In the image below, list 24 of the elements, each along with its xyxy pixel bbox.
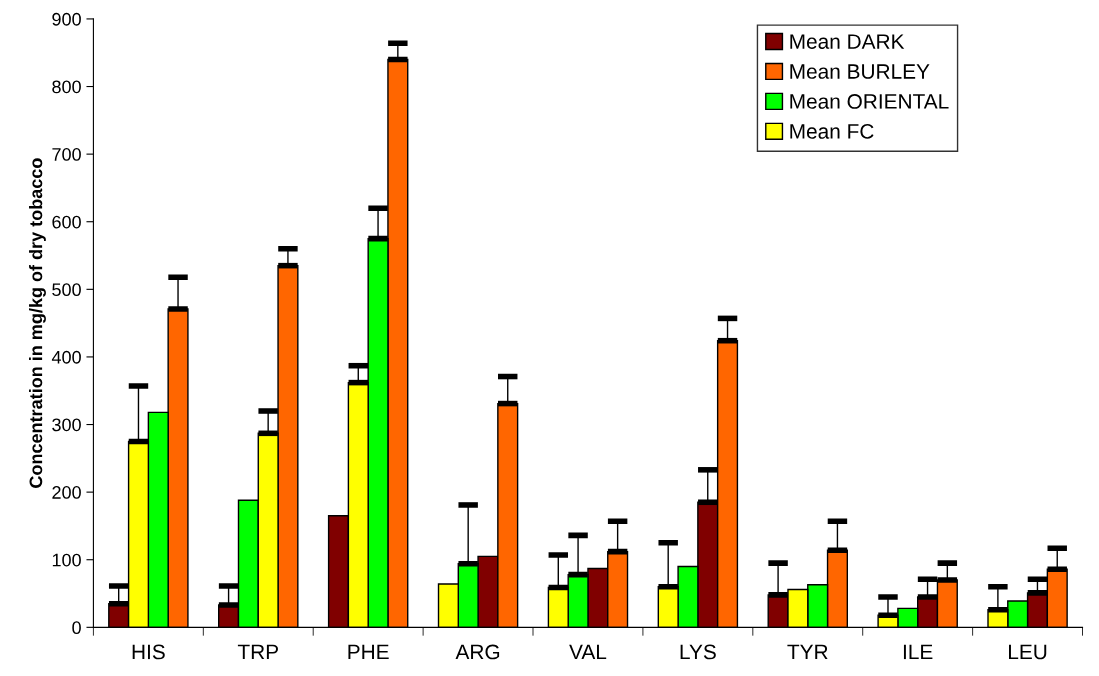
legend-label: Mean FC bbox=[790, 124, 874, 139]
y-tick-label: 600 bbox=[52, 215, 81, 229]
y-axis-title: Concentration in mg/kg of dry tobacco bbox=[29, 158, 46, 488]
y-tick-label: 300 bbox=[52, 418, 81, 432]
y-tick-label: 800 bbox=[52, 80, 81, 94]
y-tick-label: 400 bbox=[51, 350, 81, 364]
x-tick-label: HIS bbox=[132, 644, 165, 660]
x-tick-label: VAL bbox=[569, 644, 607, 660]
y-tick-label: 200 bbox=[52, 486, 81, 499]
y-tick-label: 100 bbox=[52, 553, 81, 567]
y-tick-label: 900 bbox=[52, 12, 81, 26]
x-tick-label: TYR bbox=[787, 644, 828, 660]
x-tick-label: ILE bbox=[903, 644, 933, 660]
legend-label: Mean ORIENTAL bbox=[790, 94, 949, 109]
x-tick-label: TRP bbox=[237, 644, 278, 660]
legend-label: Mean BURLEY bbox=[790, 64, 930, 79]
x-tick-label: LYS bbox=[680, 644, 716, 660]
y-tick-label: 0 bbox=[72, 621, 81, 635]
x-tick-label: ARG bbox=[455, 644, 500, 660]
y-tick-label: 500 bbox=[52, 283, 81, 297]
x-tick-label: PHE bbox=[348, 644, 389, 660]
x-tick-label: LEU bbox=[1009, 644, 1047, 660]
y-tick-label: 700 bbox=[52, 148, 81, 161]
legend-label: Mean DARK bbox=[790, 34, 905, 49]
